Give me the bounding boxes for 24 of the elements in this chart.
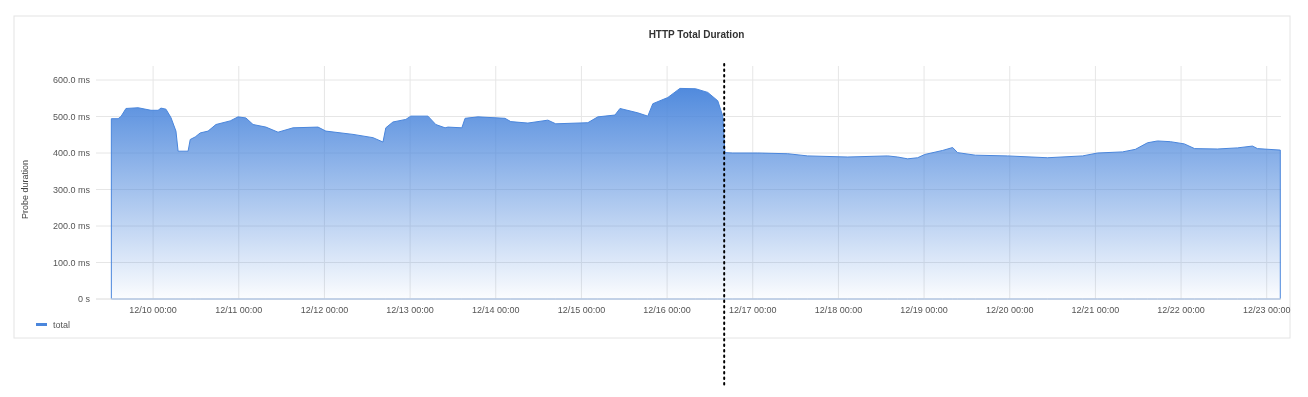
y-tick-label: 200.0 ms xyxy=(52,221,91,232)
x-tick-label: 12/16 00:00 xyxy=(643,305,691,315)
x-tick-label: 12/22 00:00 xyxy=(1157,305,1205,315)
x-tick-label: 12/14 00:00 xyxy=(471,305,520,315)
x-tick-label: 12/11 00:00 xyxy=(215,305,263,315)
x-tick-label: 12/17 00:00 xyxy=(728,305,777,315)
chart-title: HTTP Total Duration xyxy=(648,29,745,40)
x-tick-label: 12/23 00:00 xyxy=(1242,305,1291,315)
y-axis-title: Probe duration xyxy=(20,159,30,220)
x-tick-label: 12/20 00:00 xyxy=(985,305,1034,315)
x-tick-label: 12/21 00:00 xyxy=(1071,305,1120,315)
x-tick-label: 12/12 00:00 xyxy=(300,305,349,315)
x-tick-label: 12/15 00:00 xyxy=(557,305,606,315)
x-tick-label: 12/13 00:00 xyxy=(386,305,434,315)
y-tick-label: 600.0 ms xyxy=(52,75,91,86)
x-tick-label: 12/10 00:00 xyxy=(129,305,177,315)
y-tick-label: 0 s xyxy=(77,294,91,305)
x-tick-label: 12/19 00:00 xyxy=(900,305,948,315)
x-tick-label: 12/18 00:00 xyxy=(814,305,863,315)
y-tick-label: 100.0 ms xyxy=(52,257,91,268)
legend-label: total xyxy=(53,320,71,331)
y-tick-label: 500.0 ms xyxy=(52,111,91,122)
y-tick-label: 300.0 ms xyxy=(52,184,91,195)
y-tick-label: 400.0 ms xyxy=(52,148,91,159)
